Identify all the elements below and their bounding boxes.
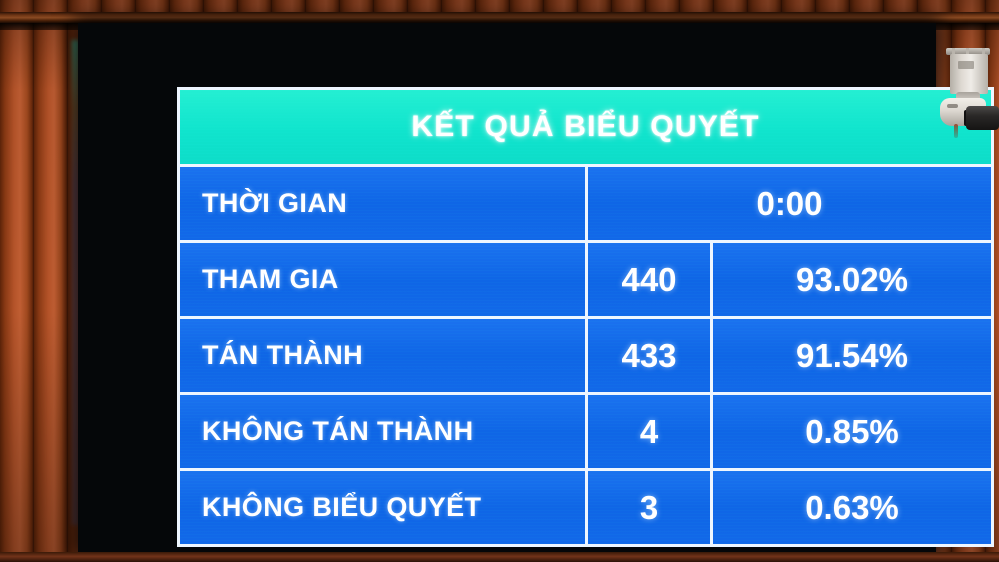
camera-cable (954, 124, 958, 138)
row-count-disapprove: 4 (585, 395, 710, 468)
table-row-abstain: KHÔNG BIỂU QUYẾT 3 0.63% (180, 471, 991, 544)
camera-bracket-pin (952, 48, 955, 57)
table-row-disapprove: KHÔNG TÁN THÀNH 4 0.85% (180, 395, 991, 471)
row-label-disapprove: KHÔNG TÁN THÀNH (202, 416, 474, 446)
camera-housing-vent (958, 61, 974, 69)
camera-bracket-pin (966, 48, 969, 57)
display-screen: KẾT QUẢ BIỂU QUYẾT THỜI GIAN 0:00 THAM G… (78, 23, 994, 553)
row-label-approve: TÁN THÀNH (202, 340, 364, 370)
row-percent-approve: 91.54% (710, 319, 991, 392)
voting-result-board: KẾT QUẢ BIỂU QUYẾT THỜI GIAN 0:00 THAM G… (177, 87, 994, 547)
row-percent-participating: 93.02% (710, 243, 991, 316)
board-rows: THỜI GIAN 0:00 THAM GIA 440 93.02% TÁN T… (180, 167, 991, 544)
row-value-time: 0:00 (585, 167, 991, 240)
table-row-participating: THAM GIA 440 93.02% (180, 243, 991, 319)
row-percent-disapprove: 0.85% (710, 395, 991, 468)
row-label-time: THỜI GIAN (202, 188, 348, 218)
camera-bracket-pin (982, 48, 985, 57)
row-label-participating: THAM GIA (202, 264, 339, 294)
row-percent-abstain: 0.63% (710, 471, 991, 544)
camera-lens (966, 106, 999, 130)
camera-mount-neck (956, 92, 980, 101)
table-row-approve: TÁN THÀNH 433 91.54% (180, 319, 991, 395)
board-title: KẾT QUẢ BIỂU QUYẾT (411, 110, 760, 143)
table-row-time: THỜI GIAN 0:00 (180, 167, 991, 243)
row-count-participating: 440 (585, 243, 710, 316)
camera-housing (950, 54, 988, 94)
camera-body-label (947, 104, 958, 108)
row-count-abstain: 3 (585, 471, 710, 544)
wall-top-trim (0, 12, 999, 23)
wall-camera (938, 48, 999, 160)
wall-bottom-ledge (0, 552, 999, 562)
board-header: KẾT QUẢ BIỂU QUYẾT (180, 90, 991, 167)
row-count-approve: 433 (585, 319, 710, 392)
row-label-abstain: KHÔNG BIỂU QUYẾT (202, 492, 482, 522)
screen-glow-left (72, 40, 80, 525)
